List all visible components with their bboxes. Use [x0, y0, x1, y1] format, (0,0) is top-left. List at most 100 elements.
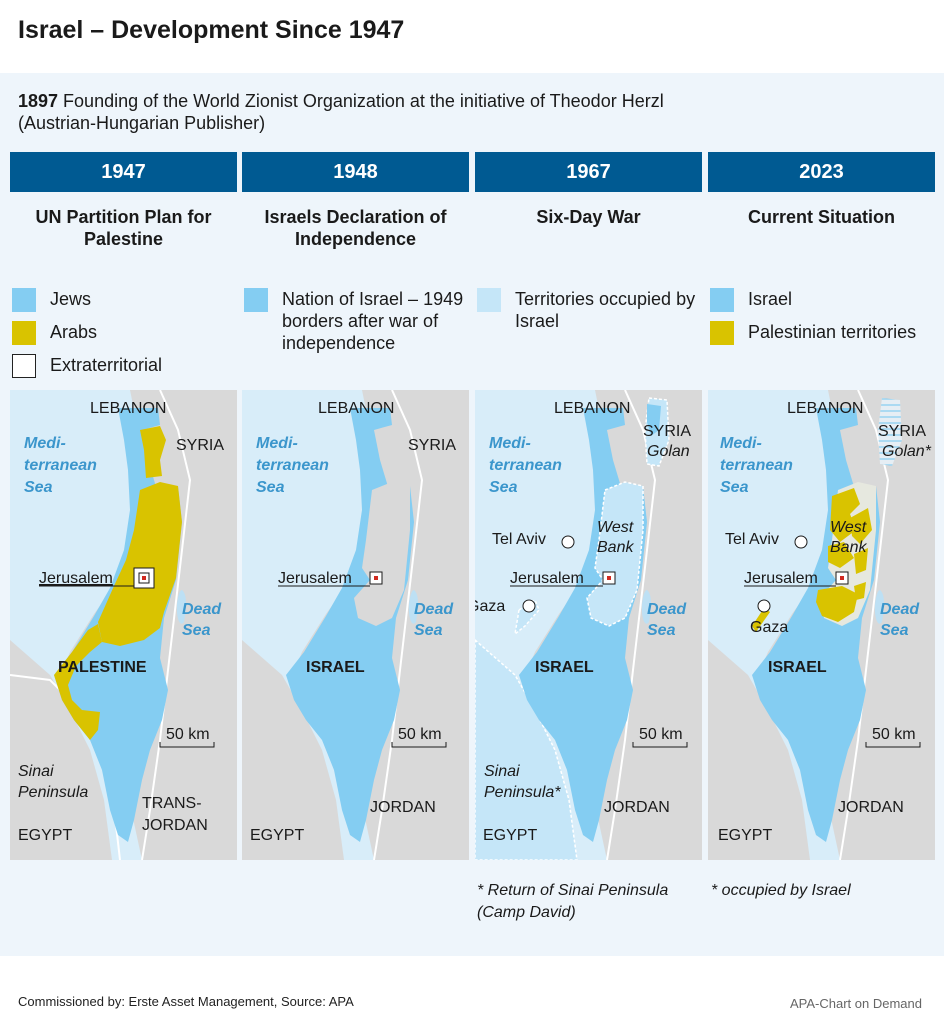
- label-scale: 50 km: [639, 726, 683, 743]
- label-golan: Golan*: [882, 443, 932, 460]
- year-header: 1947: [10, 152, 237, 192]
- legend-swatch: [710, 288, 734, 312]
- column-1947: 1947 UN Partition Plan for Palestine Jew…: [10, 152, 237, 860]
- legend-item-palestinian: Palestinian territories: [710, 321, 936, 345]
- label-dead-sea-1: Dead: [880, 601, 920, 618]
- label-syria: SYRIA: [878, 423, 926, 440]
- label-syria: SYRIA: [643, 423, 691, 440]
- column-1948: 1948 Israels Declaration of Independence…: [242, 152, 469, 860]
- label-west-bank-2: Bank: [830, 539, 867, 556]
- label-country: PALESTINE: [58, 659, 147, 676]
- label-gaza: Gaza: [750, 619, 788, 636]
- legend-label: Israel: [748, 289, 793, 309]
- legend-item-occupied: Territories occupied by Israel: [477, 288, 703, 332]
- label-dead-sea-2: Sea: [414, 622, 443, 639]
- column-1967: 1967 Six-Day War Territories occupied by…: [475, 152, 702, 921]
- legend-label: Extraterritorial: [50, 355, 163, 375]
- label-west-bank-1: West: [597, 519, 634, 536]
- label-sea-3: Sea: [489, 479, 518, 496]
- map-2023: LEBANON SYRIA Golan* Medi- terranean Sea…: [708, 390, 935, 860]
- label-dead-sea-1: Dead: [647, 601, 687, 618]
- footer-source: Commissioned by: Erste Asset Management,…: [18, 994, 354, 1009]
- label-transjordan-2: JORDAN: [142, 817, 208, 834]
- label-tel-aviv: Tel Aviv: [492, 531, 546, 548]
- label-jerusalem: Jerusalem: [510, 570, 584, 587]
- label-jerusalem: Jerusalem: [278, 570, 352, 587]
- legend: Jews Arabs Extraterritorial: [12, 288, 238, 387]
- label-scale: 50 km: [872, 726, 916, 743]
- label-gaza: Gaza: [475, 598, 505, 615]
- label-west-bank-2: Bank: [597, 539, 634, 556]
- legend-label: Palestinian territories: [748, 322, 917, 342]
- label-sea-1: Medi-: [256, 435, 298, 452]
- legend-item-israel: Israel: [710, 288, 936, 312]
- label-dead-sea-1: Dead: [414, 601, 454, 618]
- label-sea-1: Medi-: [720, 435, 762, 452]
- label-sea-3: Sea: [720, 479, 749, 496]
- label-west-bank-1: West: [830, 519, 867, 536]
- legend-swatch: [12, 321, 36, 345]
- legend-item-extraterritorial: Extraterritorial: [12, 354, 238, 378]
- label-sea-1: Medi-: [24, 435, 66, 452]
- legend-label: Jews: [50, 289, 92, 309]
- legend-swatch: [477, 288, 501, 312]
- label-jordan: JORDAN: [604, 799, 670, 816]
- footnote-golan: * occupied by Israel: [711, 882, 851, 899]
- page-title: Israel – Development Since 1947: [18, 16, 405, 44]
- legend-label: Arabs: [50, 322, 98, 342]
- label-sea-1: Medi-: [489, 435, 531, 452]
- label-sinai-2: Peninsula: [18, 784, 88, 801]
- label-sinai-2: Peninsula*: [484, 784, 561, 801]
- label-transjordan-1: TRANS-: [142, 795, 202, 812]
- legend-item-israel: Nation of Israel – 1949 borders after wa…: [244, 288, 470, 354]
- label-jordan: JORDAN: [838, 799, 904, 816]
- label-egypt: EGYPT: [250, 827, 304, 844]
- label-country: ISRAEL: [535, 659, 594, 676]
- legend-swatch: [710, 321, 734, 345]
- intro-year: 1897: [18, 91, 59, 111]
- legend: Nation of Israel – 1949 borders after wa…: [244, 288, 470, 363]
- label-sea-2: terranean: [24, 457, 97, 474]
- label-dead-sea-2: Sea: [647, 622, 676, 639]
- label-sea-2: terranean: [256, 457, 329, 474]
- map-1948: LEBANON SYRIA Medi- terranean Sea Jerusa…: [242, 390, 469, 860]
- year-header: 1948: [242, 152, 469, 192]
- label-dead-sea-1: Dead: [182, 601, 222, 618]
- label-dead-sea-2: Sea: [182, 622, 211, 639]
- label-dead-sea-2: Sea: [880, 622, 909, 639]
- column-subtitle: UN Partition Plan for Palestine: [35, 207, 212, 249]
- label-jerusalem: Jerusalem: [744, 570, 818, 587]
- year-header: 2023: [708, 152, 935, 192]
- column-2023: 2023 Current Situation Israel Palestinia…: [708, 152, 935, 899]
- label-sinai-1: Sinai: [484, 763, 520, 780]
- label-sea-2: terranean: [720, 457, 793, 474]
- label-sea-2: terranean: [489, 457, 562, 474]
- label-syria: SYRIA: [176, 437, 224, 454]
- label-egypt: EGYPT: [483, 827, 537, 844]
- legend-swatch: [244, 288, 268, 312]
- label-sea-3: Sea: [256, 479, 285, 496]
- map-1967: LEBANON SYRIA Golan Medi- terranean Sea …: [475, 390, 702, 860]
- legend: Israel Palestinian territories: [710, 288, 936, 354]
- intro-description: Founding of the World Zionist Organizati…: [18, 91, 664, 133]
- label-tel-aviv: Tel Aviv: [725, 531, 779, 548]
- legend-swatch: [12, 288, 36, 312]
- legend-label: Territories occupied by Israel: [515, 289, 696, 331]
- legend-label: Nation of Israel – 1949 borders after wa…: [282, 289, 464, 353]
- label-lebanon: LEBANON: [90, 400, 166, 417]
- label-sinai-1: Sinai: [18, 763, 54, 780]
- label-sea-3: Sea: [24, 479, 53, 496]
- label-lebanon: LEBANON: [554, 400, 630, 417]
- label-country: ISRAEL: [768, 659, 827, 676]
- label-scale: 50 km: [398, 726, 442, 743]
- label-egypt: EGYPT: [718, 827, 772, 844]
- label-scale: 50 km: [166, 726, 210, 743]
- intro-text: 1897 Founding of the World Zionist Organ…: [18, 90, 678, 134]
- label-lebanon: LEBANON: [787, 400, 863, 417]
- legend-item-jews: Jews: [12, 288, 238, 312]
- label-egypt: EGYPT: [18, 827, 72, 844]
- footnote-sinai: * Return of Sinai Peninsula (Camp David): [477, 882, 669, 921]
- legend-swatch: [12, 354, 36, 378]
- label-jerusalem: Jerusalem: [39, 570, 113, 587]
- label-lebanon: LEBANON: [318, 400, 394, 417]
